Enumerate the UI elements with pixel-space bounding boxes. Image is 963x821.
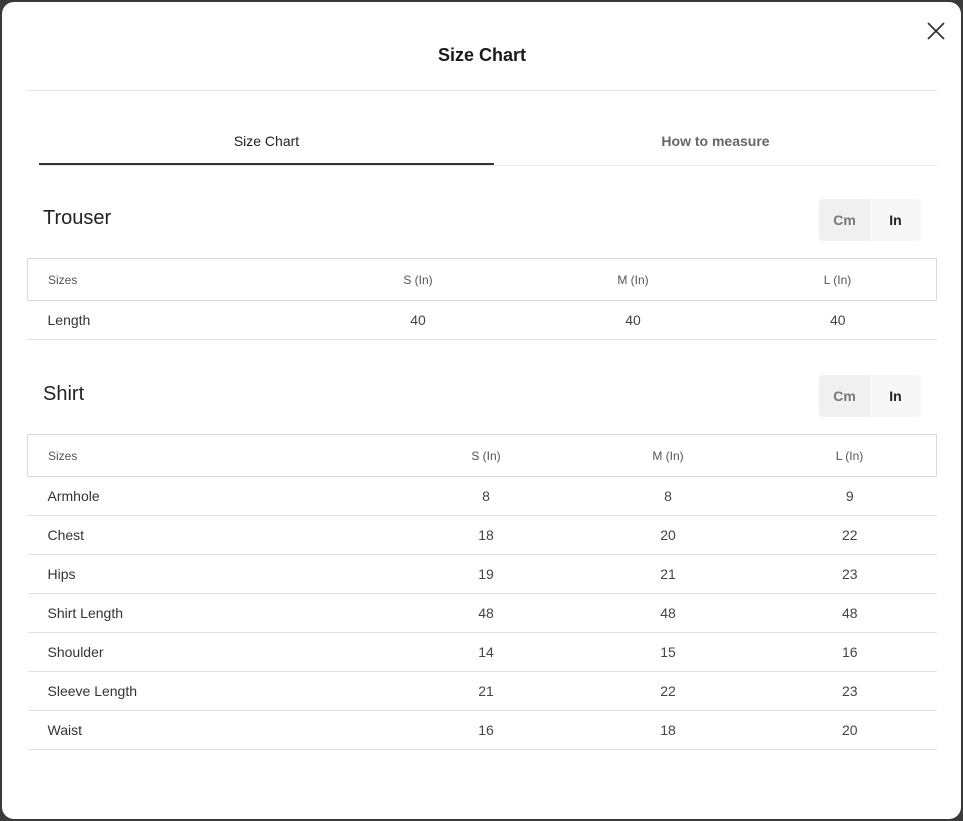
cell-s: 48: [399, 593, 573, 633]
header-s: S (In): [309, 258, 527, 301]
tab-size-chart[interactable]: Size Chart: [39, 117, 494, 165]
cell-l: 16: [763, 632, 937, 672]
cell-m: 22: [573, 671, 763, 711]
trouser-unit-toggle: Cm In: [819, 199, 921, 241]
cell-l: 40: [739, 300, 937, 340]
tab-bar: Size Chart How to measure: [39, 117, 937, 166]
table-row: Length 40 40 40: [27, 300, 937, 340]
trouser-section-title: Trouser: [43, 207, 112, 229]
cell-m: 40: [527, 300, 739, 340]
table-header-row: Sizes S (In) M (In) L (In): [27, 434, 937, 477]
shirt-unit-cm-button[interactable]: Cm: [819, 375, 870, 417]
row-label: Shirt Length: [27, 593, 399, 633]
cell-m: 15: [573, 632, 763, 672]
cell-s: 8: [399, 476, 573, 516]
close-button[interactable]: [923, 18, 949, 44]
table-row: Sleeve Length 21 22 23: [27, 671, 937, 711]
row-label: Sleeve Length: [27, 671, 399, 711]
cell-l: 9: [763, 476, 937, 516]
header-sizes: Sizes: [27, 258, 309, 301]
cell-s: 18: [399, 515, 573, 555]
row-label: Armhole: [27, 476, 399, 516]
table-row: Shirt Length 48 48 48: [27, 593, 937, 633]
table-row: Hips 19 21 23: [27, 554, 937, 594]
modal-header: Size Chart: [27, 2, 937, 91]
table-row: Chest 18 20 22: [27, 515, 937, 555]
table-row: Armhole 8 8 9: [27, 476, 937, 516]
cell-m: 48: [573, 593, 763, 633]
row-label: Chest: [27, 515, 399, 555]
row-label: Length: [27, 300, 309, 340]
cell-m: 20: [573, 515, 763, 555]
header-sizes: Sizes: [27, 434, 399, 477]
cell-s: 19: [399, 554, 573, 594]
table-row: Waist 16 18 20: [27, 710, 937, 750]
row-label: Hips: [27, 554, 399, 594]
modal-title: Size Chart: [437, 45, 527, 65]
header-m: M (In): [573, 434, 763, 477]
trouser-size-table: Sizes S (In) M (In) L (In) Length 40 40 …: [27, 258, 937, 340]
close-icon: [927, 22, 945, 40]
shirt-section-title: Shirt: [43, 383, 85, 405]
cell-s: 14: [399, 632, 573, 672]
tab-how-to-measure[interactable]: How to measure: [661, 133, 770, 149]
cell-l: 22: [763, 515, 937, 555]
header-l: L (In): [739, 258, 937, 301]
cell-s: 21: [399, 671, 573, 711]
cell-l: 20: [763, 710, 937, 750]
cell-l: 23: [763, 671, 937, 711]
header-l: L (In): [763, 434, 937, 477]
shirt-unit-in-button[interactable]: In: [870, 375, 921, 417]
cell-s: 40: [309, 300, 527, 340]
cell-m: 21: [573, 554, 763, 594]
cell-l: 23: [763, 554, 937, 594]
cell-s: 16: [399, 710, 573, 750]
trouser-unit-in-button[interactable]: In: [870, 199, 921, 241]
cell-l: 48: [763, 593, 937, 633]
row-label: Waist: [27, 710, 399, 750]
table-header-row: Sizes S (In) M (In) L (In): [27, 258, 937, 301]
header-m: M (In): [527, 258, 739, 301]
table-row: Shoulder 14 15 16: [27, 632, 937, 672]
shirt-unit-toggle: Cm In: [819, 375, 921, 417]
cell-m: 18: [573, 710, 763, 750]
trouser-unit-cm-button[interactable]: Cm: [819, 199, 870, 241]
header-s: S (In): [399, 434, 573, 477]
shirt-size-table: Sizes S (In) M (In) L (In) Armhole 8 8 9…: [27, 434, 937, 750]
cell-m: 8: [573, 476, 763, 516]
row-label: Shoulder: [27, 632, 399, 672]
